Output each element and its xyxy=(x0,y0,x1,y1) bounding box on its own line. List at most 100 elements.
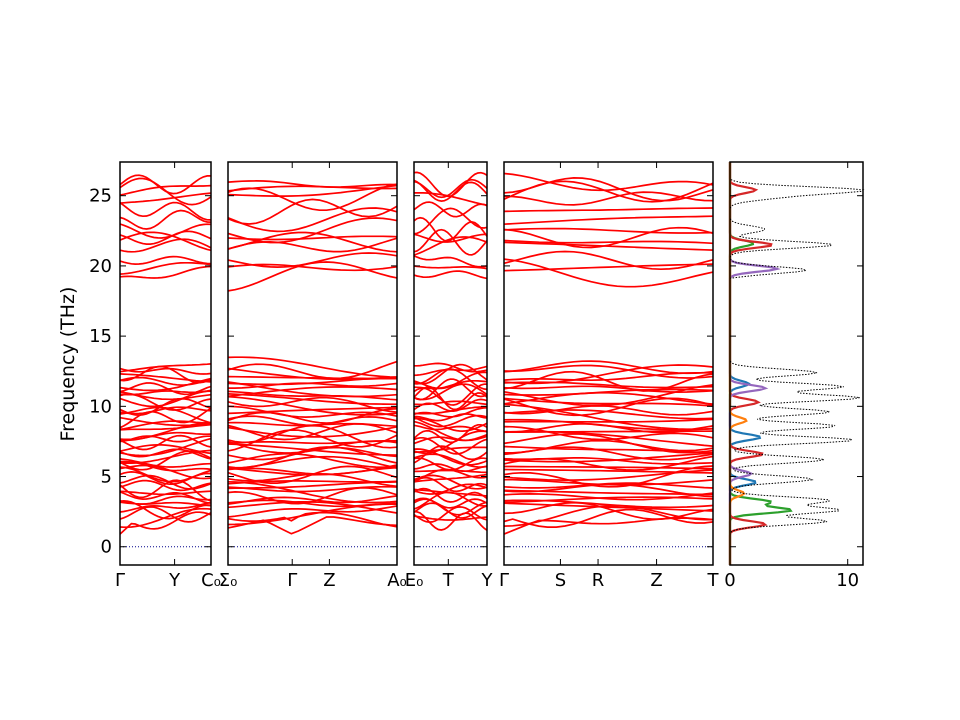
band-branch xyxy=(413,446,488,454)
band-branch xyxy=(503,263,714,272)
band-branch xyxy=(503,207,714,213)
total-dos-line xyxy=(729,162,865,565)
band-branch xyxy=(227,511,398,528)
band-branch xyxy=(413,430,488,454)
x-tick-label: T xyxy=(442,570,455,591)
pdos-line-4 xyxy=(728,162,781,565)
y-tick-label: 5 xyxy=(101,467,112,488)
band-branch xyxy=(503,418,714,423)
band-branch xyxy=(227,395,398,416)
y-tick-label: 20 xyxy=(89,256,112,277)
x-tick-label: Y xyxy=(168,570,181,591)
band-branch xyxy=(119,373,212,383)
bands xyxy=(503,172,714,535)
band-branch xyxy=(413,265,488,270)
panel-frame xyxy=(729,161,864,566)
band-branch xyxy=(503,360,714,375)
band-branch xyxy=(119,365,212,384)
band-branch xyxy=(503,258,714,288)
bands xyxy=(119,174,212,535)
band-branch xyxy=(119,192,212,204)
band-branch xyxy=(227,425,398,438)
panel-2: Σ₀ Γ Z A₀ xyxy=(219,161,407,591)
band-branch xyxy=(119,458,212,468)
x-tick-label: E₀ xyxy=(405,570,424,591)
band-branch xyxy=(413,228,488,256)
band-branch xyxy=(413,179,488,202)
band-branch xyxy=(119,507,212,529)
band-branch xyxy=(227,495,398,505)
panel-3: E₀ T Y xyxy=(405,161,494,591)
x-tick-label: 0 xyxy=(724,570,735,591)
band-branch xyxy=(119,420,212,431)
band-branch xyxy=(119,184,212,196)
band-branch xyxy=(227,405,398,418)
x-tick-label: Z xyxy=(650,570,662,591)
pdos-line-1 xyxy=(728,162,762,565)
y-tick-label: 10 xyxy=(89,396,112,417)
band-branch xyxy=(227,516,398,535)
band-branch xyxy=(503,250,714,271)
band-branch xyxy=(119,479,212,492)
x-tick-label: T xyxy=(707,570,720,591)
band-branch xyxy=(413,476,488,493)
band-branch xyxy=(503,405,714,416)
band-branch xyxy=(503,385,714,393)
band-branch xyxy=(119,367,212,375)
band-branch xyxy=(413,371,488,390)
band-branch xyxy=(119,423,212,431)
band-branch xyxy=(227,198,398,225)
band-branch xyxy=(413,383,488,401)
y-tick-label: 0 xyxy=(101,537,112,558)
band-branch xyxy=(119,390,212,408)
band-branch xyxy=(227,252,398,268)
band-branch xyxy=(413,417,488,432)
band-branch xyxy=(119,464,212,480)
band-branch xyxy=(503,452,714,463)
band-branch xyxy=(119,201,212,221)
x-tick-label: A₀ xyxy=(387,570,407,591)
band-branch xyxy=(119,231,212,252)
band-branch xyxy=(503,501,714,520)
band-branch xyxy=(227,499,398,508)
band-branch xyxy=(413,255,488,268)
band-branch xyxy=(119,435,211,443)
band-branch xyxy=(503,381,714,389)
panel-frame xyxy=(413,161,488,566)
band-branch xyxy=(503,241,714,251)
y-tick-label: 25 xyxy=(89,186,112,207)
band-branch xyxy=(414,362,488,373)
band-branch xyxy=(227,356,398,379)
panel-5: 0 10 xyxy=(724,161,865,591)
band-branch xyxy=(227,386,398,398)
band-branch xyxy=(119,506,212,523)
band-branch xyxy=(413,178,488,199)
band-branch xyxy=(119,382,212,396)
band-branch xyxy=(227,180,398,188)
x-tick-label: R xyxy=(592,570,605,591)
band-branch xyxy=(227,480,398,504)
band-branch xyxy=(413,463,488,473)
band-branch xyxy=(504,439,714,454)
band-branch xyxy=(119,363,212,373)
x-tick-label: Z xyxy=(323,570,335,591)
band-branch xyxy=(119,421,212,442)
band-branch xyxy=(119,255,212,265)
band-branch xyxy=(503,226,714,249)
band-branch xyxy=(413,498,488,509)
x-tick-label: Γ xyxy=(499,570,509,591)
band-branch xyxy=(413,270,488,280)
band-branch xyxy=(503,397,714,417)
band-branch xyxy=(413,423,488,444)
band-branch xyxy=(503,239,714,245)
band-branch xyxy=(503,388,714,396)
band-branch xyxy=(503,517,714,535)
band-branch xyxy=(119,448,212,460)
band-branch xyxy=(227,452,398,469)
y-axis-label: Frequency (THz) xyxy=(57,287,79,442)
x-tick-label: Γ xyxy=(287,570,297,591)
x-tick-label: S xyxy=(555,570,566,591)
band-branch xyxy=(227,464,398,476)
band-branch xyxy=(227,261,398,292)
